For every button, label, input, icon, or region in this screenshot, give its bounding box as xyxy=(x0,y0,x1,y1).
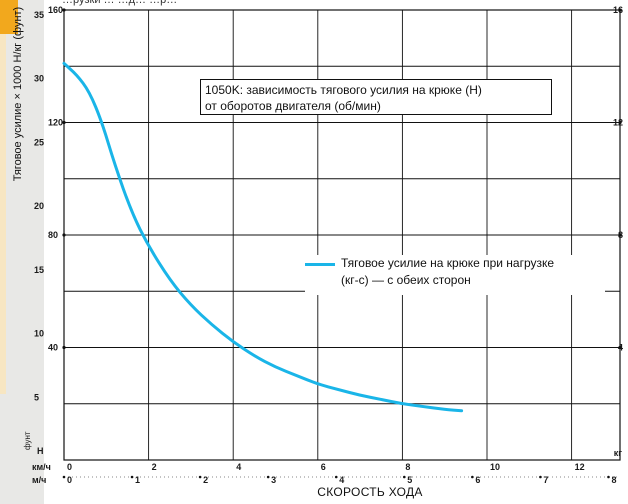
chart-title-box: 1050K: зависимость тягового усилия на кр… xyxy=(200,79,552,115)
unit-lb-label: фунт xyxy=(23,431,32,450)
x-axis-label: СКОРОСТЬ ХОДА xyxy=(317,485,423,499)
x-tick-mph: 3 xyxy=(271,475,276,485)
y-tick-mark xyxy=(618,120,622,125)
y-tick-lb: 35 xyxy=(34,10,44,20)
y-tick-lb: 30 xyxy=(34,74,44,84)
x-tick-mph: 1 xyxy=(135,475,140,485)
x-tick-kmh: 0 xyxy=(67,462,72,472)
unit-kmh-label: км/ч xyxy=(32,462,51,472)
y-tick-kg: 12 xyxy=(613,118,623,128)
x-tick-kmh: 6 xyxy=(321,462,326,472)
unit-n-label: Н xyxy=(37,446,44,456)
x-tick-mph: 4 xyxy=(339,475,344,485)
y-tick-n: 80 xyxy=(48,230,58,240)
y-tick-lb: 15 xyxy=(34,265,44,275)
x-tick-mph: 8 xyxy=(611,475,616,485)
y-tick-n: 120 xyxy=(48,118,63,128)
y-axis-label: Тяговое усилие × 1000 Н/кг (фунт) xyxy=(12,6,24,182)
y-tick-mark xyxy=(618,345,622,350)
x-tick-kmh: 12 xyxy=(575,462,585,472)
y-tick-lb: 10 xyxy=(34,329,44,339)
axis-ticks: 51015202530354080120160481216фунтНкг0246… xyxy=(23,5,623,485)
y-tick-n: 160 xyxy=(48,5,63,15)
x-tick-kmh: 10 xyxy=(490,462,500,472)
unit-mph-label: м/ч xyxy=(32,475,46,485)
header-fragment: …рузки … …д… …р… xyxy=(62,0,178,6)
legend-label: Тяговое усилие на крюке при нагрузке (кг… xyxy=(341,255,605,289)
x-tick-mph: 6 xyxy=(475,475,480,485)
legend: Тяговое усилие на крюке при нагрузке (кг… xyxy=(305,255,605,295)
unit-kg-label: кг xyxy=(614,448,623,458)
series-layer xyxy=(62,61,464,413)
x-tick-kmh: 8 xyxy=(405,462,410,472)
left-margin-stripe xyxy=(0,0,44,504)
y-tick-mark xyxy=(62,120,66,125)
y-tick-n: 40 xyxy=(48,343,58,353)
x-tick-mph: 2 xyxy=(203,475,208,485)
y-tick-lb: 5 xyxy=(34,392,39,402)
legend-label-line-1: Тяговое усилие на крюке при нагрузке xyxy=(341,256,555,270)
x-tick-mph: 5 xyxy=(407,475,412,485)
y-tick-mark xyxy=(618,233,622,237)
left-accent-bar xyxy=(0,34,6,394)
y-tick-kg: 16 xyxy=(613,5,623,15)
legend-label-line-2: (кг-с) — с обеих сторон xyxy=(341,273,471,287)
x-tick-mph: 0 xyxy=(67,475,72,485)
y-tick-mark xyxy=(62,345,66,350)
y-tick-mark xyxy=(62,233,66,237)
y-tick-mark xyxy=(618,8,622,12)
series-line xyxy=(62,61,464,413)
y-tick-mark xyxy=(62,8,66,12)
chart-title-line-2: от оборотов двигателя (об/мин) xyxy=(205,99,381,113)
chart-title-line-1: 1050K: зависимость тягового усилия на кр… xyxy=(205,83,482,97)
y-tick-lb: 20 xyxy=(34,201,44,211)
grid xyxy=(63,9,621,461)
x-tick-kmh: 2 xyxy=(152,462,157,472)
legend-swatch xyxy=(305,263,335,266)
orange-accent-tab xyxy=(0,0,18,34)
y-tick-lb: 25 xyxy=(34,137,44,147)
x-tick-mph: 7 xyxy=(543,475,548,485)
x-tick-kmh: 4 xyxy=(236,462,241,472)
